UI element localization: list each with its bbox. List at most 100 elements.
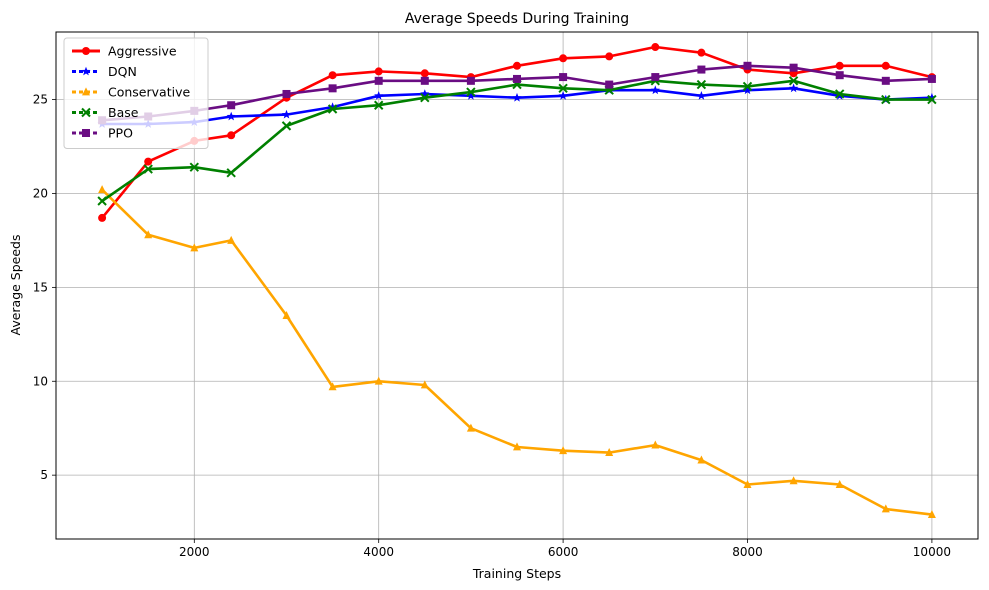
data-point: [881, 76, 890, 85]
legend-box: [63, 37, 209, 149]
x-tick-label: 4000: [363, 545, 394, 559]
data-point: [742, 81, 753, 92]
legend-marker: [82, 87, 90, 96]
data-point: [696, 79, 707, 90]
data-point: [927, 92, 937, 102]
data-point: [281, 109, 292, 119]
data-point: [327, 104, 338, 114]
data-point: [789, 83, 799, 93]
data-point: [226, 111, 236, 121]
data-point: [513, 74, 521, 83]
y-tick-label: 10: [33, 374, 48, 388]
series-layer: [97, 43, 937, 518]
data-point: [420, 89, 430, 98]
data-point: [513, 61, 521, 70]
data-point: [227, 235, 236, 244]
data-point: [466, 423, 475, 432]
legend-item: Base: [72, 105, 139, 120]
data-point: [98, 185, 107, 194]
x-axis-ticks: 2000 4000 6000 8000 10000: [179, 539, 951, 559]
data-point: [144, 230, 153, 239]
data-point: [374, 67, 383, 76]
data-point: [282, 310, 291, 319]
y-axis-title: Average Speeds: [8, 234, 23, 335]
data-point: [466, 87, 476, 97]
series-conservative: [98, 185, 936, 518]
y-tick-label: 20: [33, 186, 48, 200]
data-point: [227, 131, 236, 140]
data-point: [420, 69, 429, 78]
data-point: [374, 76, 383, 85]
data-point: [328, 382, 337, 391]
data-point: [788, 76, 799, 86]
legend-item: Conservative: [72, 85, 190, 100]
data-point: [281, 121, 292, 131]
y-axis-ticks: 5 10 15 20 25: [33, 93, 56, 482]
legend-label: DQN: [108, 64, 137, 79]
data-point: [190, 243, 199, 252]
legend-item: Aggressive: [72, 44, 177, 59]
y-tick-label: 25: [33, 93, 48, 107]
data-point: [559, 54, 568, 63]
data-point: [651, 43, 660, 52]
data-point: [881, 61, 890, 70]
legend-label: Aggressive: [108, 44, 177, 59]
data-point: [143, 164, 153, 174]
data-point: [697, 48, 706, 57]
data-point: [420, 380, 429, 389]
data-point: [881, 504, 890, 513]
data-point: [742, 85, 753, 95]
data-point: [558, 83, 568, 94]
data-point: [513, 442, 521, 451]
legend-marker: [81, 107, 91, 118]
data-point: [697, 455, 706, 464]
data-point: [559, 446, 568, 455]
data-point: [373, 100, 384, 110]
data-point: [98, 213, 107, 222]
data-point: [835, 61, 844, 70]
data-point: [927, 94, 937, 105]
legend-marker: [81, 66, 91, 76]
data-point: [927, 74, 936, 83]
legend-marker: [82, 129, 90, 137]
data-point: [789, 63, 798, 72]
data-point: [420, 76, 429, 85]
y-tick-label: 15: [33, 280, 48, 294]
data-point: [651, 440, 660, 449]
data-point: [512, 92, 522, 102]
data-point: [374, 91, 384, 100]
x-tick-label: 10000: [913, 545, 951, 559]
series-base: [97, 76, 937, 206]
data-point: [651, 73, 660, 82]
chart-title: Average Speeds During Training: [405, 11, 629, 27]
legend-marker: [82, 47, 90, 55]
legend-label: Conservative: [108, 85, 190, 100]
data-point: [328, 71, 337, 80]
x-tick-label: 2000: [179, 545, 210, 559]
data-point: [226, 168, 236, 178]
data-point: [558, 91, 568, 100]
legend-label: Base: [108, 105, 139, 120]
data-point: [927, 509, 936, 518]
data-point: [835, 479, 844, 488]
legend-item: PPO: [72, 126, 133, 141]
data-point: [227, 101, 236, 110]
data-point: [420, 93, 430, 103]
data-point: [605, 80, 614, 89]
plot-frame: [55, 31, 979, 540]
data-point: [605, 448, 614, 457]
data-point: [328, 102, 338, 111]
data-point: [834, 89, 845, 99]
legend-item: DQN: [72, 64, 137, 79]
legend-label: PPO: [108, 126, 133, 141]
data-point: [189, 162, 200, 172]
data-point: [605, 52, 614, 61]
x-tick-label: 8000: [732, 545, 763, 559]
data-point: [97, 196, 107, 206]
data-point: [466, 91, 476, 100]
data-point: [743, 479, 752, 488]
data-point: [466, 76, 475, 85]
data-point: [559, 73, 568, 82]
data-point: [328, 84, 337, 93]
